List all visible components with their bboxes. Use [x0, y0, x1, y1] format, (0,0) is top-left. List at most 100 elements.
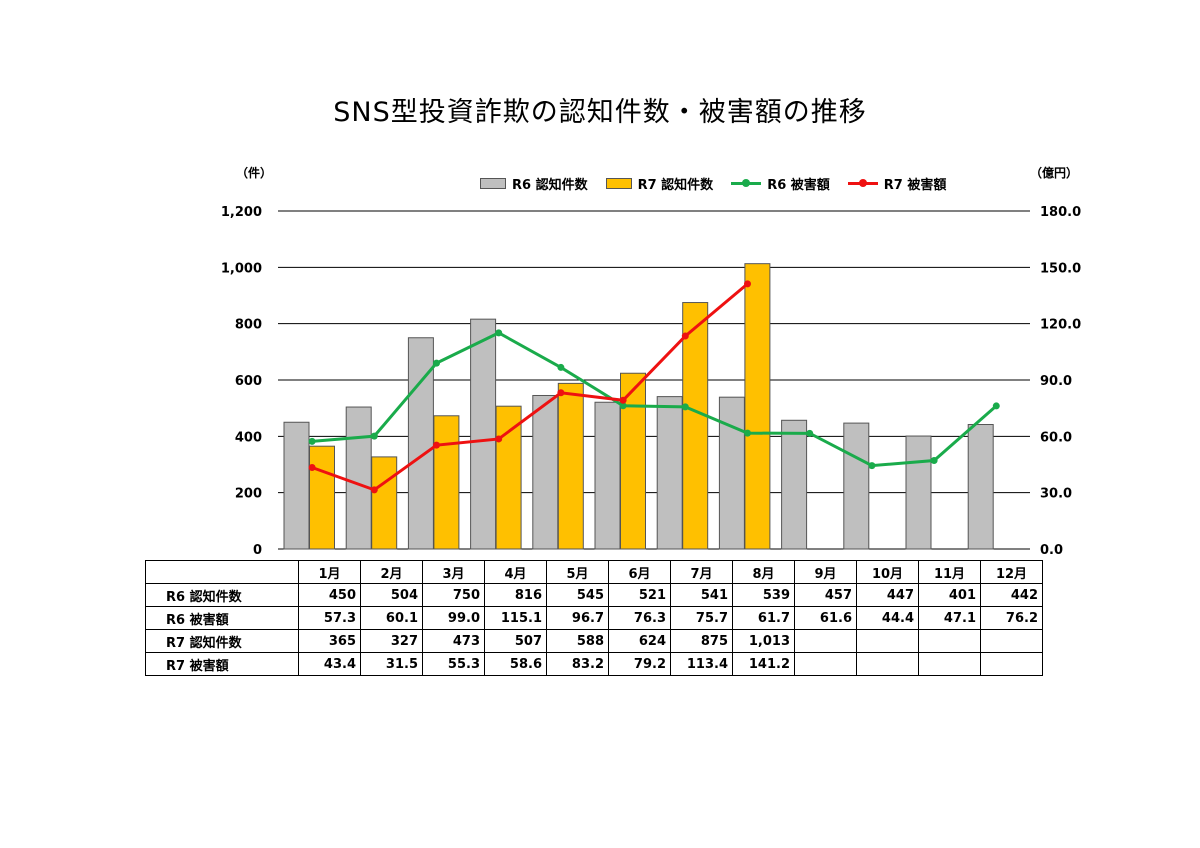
table-cell: 473: [422, 629, 485, 653]
bar-R7-認知件数: [309, 445, 335, 550]
table-cell: 545: [546, 583, 609, 607]
point-R6-被害額: [433, 359, 440, 367]
legend-label: R6 被害額: [767, 178, 830, 193]
legend-label: R7 被害額: [883, 178, 947, 193]
table-cell: 450: [298, 583, 361, 607]
legend-label: R6 認知件数: [512, 178, 588, 193]
table-cell: 750: [422, 583, 485, 607]
table-cell: 141.2: [732, 652, 795, 676]
bar-R6-認知件数: [967, 424, 994, 550]
bar-R6-認知件数: [470, 318, 497, 550]
right-tick-label: 60.0: [1040, 430, 1072, 445]
right-tick-label: 180.0: [1040, 205, 1081, 220]
legend-bar-swatch: [480, 178, 506, 189]
table-cell: [980, 629, 1043, 653]
table-cell: [794, 652, 857, 676]
left-tick-label: 200: [235, 487, 262, 502]
month-header: 5月: [546, 560, 609, 584]
table-cell: [856, 629, 919, 653]
right-tick-label: 90.0: [1040, 374, 1072, 389]
chart-title: SNS型投資詐欺の認知件数・被害額の推移: [333, 97, 867, 128]
row-label: R6 被害額: [145, 606, 299, 630]
point-R6-被害額: [992, 402, 1000, 410]
table-cell: 76.2: [980, 606, 1043, 630]
table-cell: 61.6: [794, 606, 857, 630]
table-cell: 588: [546, 629, 609, 653]
month-header: 4月: [484, 560, 547, 584]
table-cell: 447: [856, 583, 919, 607]
line-R7-被害額: [311, 282, 749, 492]
table-cell: 31.5: [360, 652, 423, 676]
point-R7-被害額: [557, 389, 565, 397]
right-tick-label: 150.0: [1040, 261, 1081, 276]
left-tick-label: 800: [235, 318, 262, 333]
row-label: R6 認知件数: [145, 583, 299, 607]
left-tick-label: 400: [235, 430, 262, 445]
month-header: 2月: [360, 560, 423, 584]
right-axis-unit: （億円）: [1030, 166, 1079, 180]
table-row: R6 被害額 57.3 60.1 99.0 115.1 96.7 76.3 75.7 61.7 6…: [145, 606, 1043, 630]
right-tick-label: 30.0: [1040, 487, 1072, 502]
bar-R6-認知件数: [656, 396, 683, 550]
point-R6-被害額: [868, 462, 876, 470]
table-cell: [918, 652, 981, 676]
table-cell: 96.7: [546, 606, 609, 630]
left-axis-unit: （件）: [236, 166, 273, 180]
bar-R6-認知件数: [532, 394, 559, 550]
month-header: 6月: [608, 560, 671, 584]
left-tick-label: 1,000: [221, 261, 262, 276]
point-R7-被害額: [619, 396, 627, 404]
table-cell: 539: [732, 583, 795, 607]
table-header-row: 1月 2月 3月 4月 5月 6月 7月 8月 9月 10月 11月 12月: [145, 560, 1043, 584]
month-header: 11月: [918, 560, 981, 584]
point-R6-被害額: [681, 403, 689, 411]
table-cell: 816: [484, 583, 547, 607]
bar-R6-認知件数: [718, 396, 745, 550]
legend-item: R6 被害額: [731, 174, 830, 193]
month-header: 7月: [670, 560, 733, 584]
bar-R6-認知件数: [345, 406, 372, 550]
legend-item: R7 認知件数: [605, 174, 713, 193]
bar-R7-認知件数: [433, 415, 460, 550]
point-R6-被害額: [806, 429, 814, 437]
point-R6-被害額: [308, 437, 316, 445]
table-cell: 401: [918, 583, 981, 607]
point-R7-被害額: [433, 441, 440, 449]
table-cell: 504: [360, 583, 423, 607]
table-cell: 57.3: [298, 606, 361, 630]
table-cell: 75.7: [670, 606, 733, 630]
bar-R6-認知件数: [905, 435, 932, 550]
legend-bar-swatch: [605, 178, 632, 189]
table-row: R7 認知件数 365 327 473 507 588 624 875 1,013: [145, 629, 1043, 653]
row-label: R7 被害額: [145, 652, 299, 676]
legend-line-swatch: [731, 179, 762, 187]
month-header: 9月: [794, 560, 857, 584]
table-cell: 43.4: [298, 652, 361, 676]
table-cell: [856, 652, 919, 676]
table-cell: 44.4: [856, 606, 919, 630]
table-corner-cell: [145, 560, 299, 584]
bar-R7-認知件数: [495, 405, 522, 550]
table-cell: [980, 652, 1043, 676]
table-cell: 60.1: [360, 606, 423, 630]
table-cell: 79.2: [608, 652, 671, 676]
left-tick-label: 0: [253, 543, 262, 558]
bar-R7-認知件数: [682, 302, 709, 550]
point-R6-被害額: [744, 429, 751, 437]
table-cell: 58.6: [484, 652, 547, 676]
table-cell: 76.3: [608, 606, 671, 630]
bar-R6-認知件数: [283, 421, 310, 550]
bar-R6-認知件数: [843, 422, 870, 550]
legend: R6 認知件数 R7 認知件数 R6 被害額 R7 被害額: [480, 174, 946, 193]
point-R6-被害額: [930, 457, 938, 465]
legend-item: R7 被害額: [847, 174, 947, 193]
table-cell: [794, 629, 857, 653]
legend-line-swatch: [847, 179, 878, 187]
point-R7-被害額: [744, 280, 751, 288]
month-header: 3月: [422, 560, 485, 584]
point-R6-被害額: [495, 329, 503, 337]
point-R7-被害額: [370, 486, 378, 494]
table-cell: 115.1: [484, 606, 547, 630]
point-R6-被害額: [557, 363, 565, 371]
